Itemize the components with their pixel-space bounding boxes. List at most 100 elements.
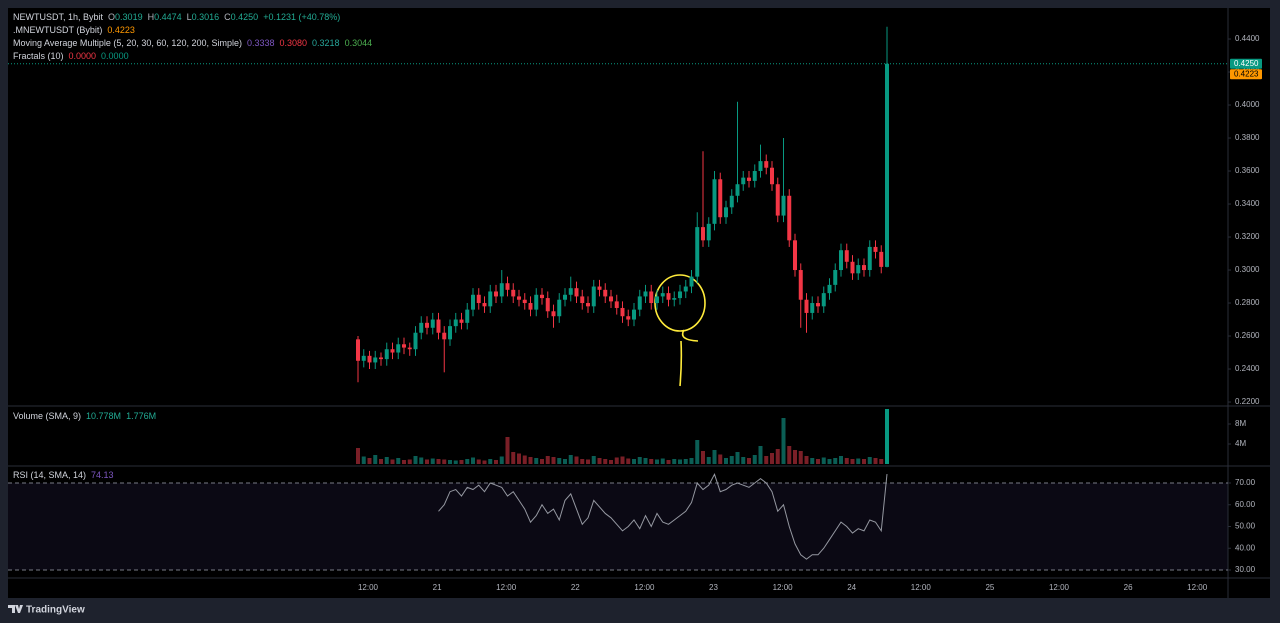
candle-body — [413, 332, 418, 350]
volume-bar — [632, 459, 636, 464]
candle-body — [465, 309, 470, 323]
candle-body — [775, 184, 780, 216]
volume-bar — [499, 456, 504, 464]
volume-bar — [787, 446, 792, 464]
volume-bar — [735, 452, 740, 464]
candle-body — [833, 270, 838, 285]
volume-bar — [597, 458, 602, 464]
x-tick-label: 24 — [847, 583, 856, 592]
volume-bar — [494, 460, 498, 464]
ohlc-value: 0.3019 — [115, 12, 143, 22]
volume-bar — [695, 440, 700, 464]
candle-body — [695, 227, 700, 277]
volume-bar — [683, 459, 688, 464]
candle-body — [821, 293, 826, 307]
indicator-name: Moving Average Multiple (5, 20, 30, 60, … — [13, 38, 242, 48]
candle-body — [655, 296, 659, 304]
volume-bar — [781, 418, 786, 464]
candle-body — [488, 291, 493, 307]
volume-bar — [551, 457, 556, 464]
symbol: NEWTUSDT, 1h, Bybit — [13, 12, 104, 22]
y-tick-label: 0.3000 — [1235, 265, 1260, 274]
tradingview-logo: TradingView — [8, 605, 85, 616]
volume-bar — [534, 458, 539, 464]
candle-body — [499, 283, 504, 297]
volume-bar — [701, 451, 705, 464]
volume-bar — [614, 457, 619, 464]
indicator-name: RSI (14, SMA, 14) — [13, 470, 86, 480]
candle-body — [718, 179, 723, 218]
volume-bar — [419, 457, 424, 464]
volume-bar — [580, 459, 585, 464]
candle-body — [632, 309, 636, 320]
volume-bar — [430, 458, 435, 464]
ohlc-value: 0.4474 — [154, 12, 182, 22]
candle-body — [528, 303, 533, 310]
volume-bar — [528, 457, 533, 464]
x-tick-label: 26 — [1124, 583, 1133, 592]
legend-line: NEWTUSDT, 1h, Bybit O0.3019 H0.4474 L0.3016… — [13, 12, 340, 22]
volume-bar — [649, 459, 654, 464]
volume-bar — [563, 459, 567, 464]
volume-bar — [879, 459, 884, 464]
y-tick-label: 0.3400 — [1235, 199, 1260, 208]
candle-body — [430, 319, 435, 328]
volume-bar — [758, 446, 763, 464]
volume-bar — [821, 457, 826, 464]
indicator-value: 0.3044 — [345, 38, 373, 48]
volume-bar — [425, 459, 429, 464]
y-tick-label: 0.2600 — [1235, 331, 1260, 340]
candle-body — [873, 246, 878, 252]
ohlc-label: C — [224, 12, 231, 22]
candle-body — [689, 276, 694, 287]
volume-bar — [793, 450, 797, 464]
volume-bar — [574, 456, 579, 464]
y-tick-label: 0.4400 — [1235, 34, 1260, 43]
candle-body — [540, 294, 544, 299]
volume-bar — [471, 457, 475, 464]
volume-bar — [741, 457, 746, 464]
volume-bar — [655, 459, 659, 464]
volume-bar — [816, 459, 820, 464]
candle-body — [781, 195, 786, 216]
y-tick-label: 0.3600 — [1235, 166, 1260, 175]
y-tick-label: 0.4000 — [1235, 100, 1260, 109]
indicator-value: 0.3338 — [247, 38, 275, 48]
volume-bar — [476, 459, 481, 464]
volume-bar — [672, 459, 677, 464]
volume-bar — [517, 453, 521, 464]
volume-bar — [827, 459, 832, 464]
candle-body — [729, 195, 734, 208]
candle-body — [816, 303, 820, 307]
price-change: +0.1231 (+40.78%) — [263, 12, 340, 22]
volume-bar — [844, 458, 849, 464]
volume-bar — [545, 456, 550, 464]
indicator-name: Volume (SMA, 9) — [13, 411, 81, 421]
volume-bar — [689, 458, 694, 464]
volume-bar — [591, 456, 596, 464]
indicator-value: 10.778M — [86, 411, 121, 421]
volume-bar — [775, 449, 780, 464]
x-tick-label: 12:00 — [496, 583, 517, 592]
volume-bar — [436, 459, 441, 464]
candle-body — [787, 195, 792, 241]
candle-body — [367, 355, 372, 363]
candle-body — [356, 339, 360, 361]
legend-line: .MNEWTUSDT (Bybit) 0.4223 — [13, 25, 135, 35]
candle-body — [586, 303, 590, 307]
volume-bar — [557, 458, 562, 464]
volume-bar — [804, 456, 809, 464]
volume-bar — [839, 456, 843, 464]
candle-body — [568, 288, 573, 295]
annotation-stroke — [679, 329, 699, 387]
candle-body — [591, 286, 596, 307]
volume-bar — [850, 459, 855, 464]
ohlc-label: H — [148, 12, 155, 22]
volume-bar — [724, 458, 728, 464]
volume-bar — [367, 458, 372, 464]
volume-bar — [413, 456, 418, 464]
candle-body — [793, 240, 797, 271]
indicator-name: .MNEWTUSDT (Bybit) — [13, 25, 102, 35]
x-tick-label: 12:00 — [1049, 583, 1070, 592]
